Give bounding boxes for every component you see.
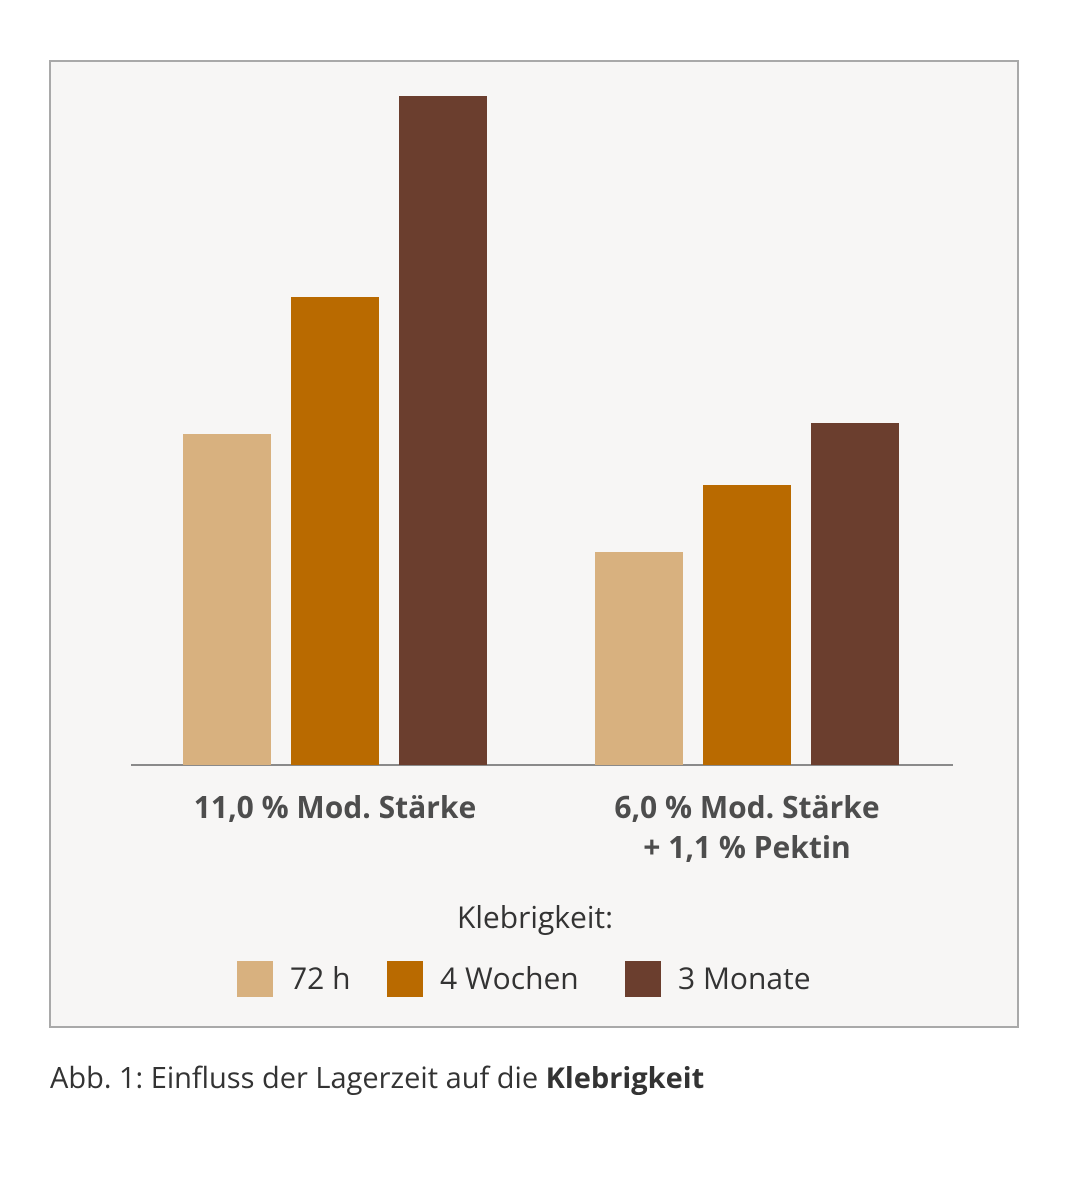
legend-swatch [387,961,423,997]
caption-text: Abb. 1: Einfluss der Lagerzeit auf die [50,1058,538,1097]
legend-title: Klebrigkeit: [457,896,613,937]
bar [183,434,271,765]
legend-label: 3 Monate [678,957,811,998]
bar [291,297,379,765]
legend-label: 72 h [290,957,351,998]
bar [595,552,683,765]
caption-bold: Klebrigkeit [546,1058,705,1097]
x-tick-label: + 1,1 % Pektin [643,826,850,867]
bar [811,423,899,765]
x-tick-label: 11,0 % Mod. Stärke [194,786,476,827]
bar [703,485,791,765]
legend-swatch [237,961,273,997]
legend-swatch [625,961,661,997]
x-tick-label: 6,0 % Mod. Stärke [614,786,879,827]
legend-label: 4 Wochen [440,957,579,998]
caption: Abb. 1: Einfluss der Lagerzeit auf die K… [50,1058,704,1097]
bar [399,96,487,765]
